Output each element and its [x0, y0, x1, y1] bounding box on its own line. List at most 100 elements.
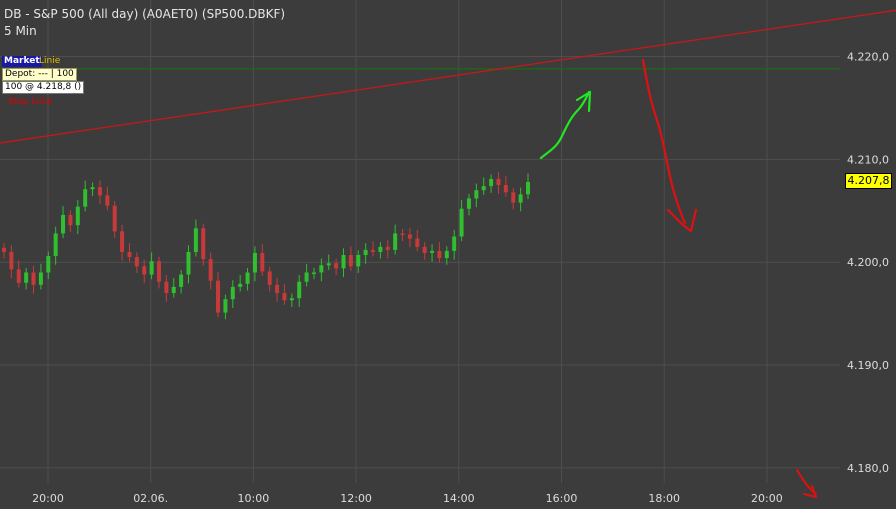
candle-body [526, 182, 530, 195]
candle-body [223, 299, 228, 313]
candle [9, 245, 14, 279]
candle-body [385, 246, 390, 250]
candle-body [68, 214, 73, 226]
candle [348, 246, 353, 271]
candle [452, 229, 457, 260]
candle [422, 242, 427, 260]
candle [186, 245, 191, 284]
candle [171, 278, 176, 298]
candle-body [90, 187, 95, 190]
candle [297, 275, 302, 307]
candle [97, 180, 102, 205]
candle-body [275, 284, 280, 294]
candle [267, 266, 272, 292]
market-order-badge[interactable]: Market [2, 56, 42, 67]
candle-body [179, 274, 184, 287]
candle [415, 229, 420, 252]
candle-body [289, 298, 294, 301]
candle-body [503, 185, 508, 193]
candle [503, 176, 508, 197]
candle-body [238, 283, 243, 287]
candle-body [304, 272, 309, 282]
drawn-annotations[interactable] [539, 58, 817, 498]
candle [142, 259, 147, 284]
candle [75, 200, 80, 234]
candle [474, 183, 479, 208]
candle-body [430, 250, 435, 253]
candle-body [400, 233, 405, 235]
candle-body [341, 255, 346, 269]
candle-body [201, 228, 206, 260]
candle [53, 226, 58, 265]
candle [393, 224, 398, 255]
candle-body [112, 205, 117, 232]
x-tick-label: 16:00 [546, 492, 578, 505]
candle [400, 228, 405, 242]
candle-body [9, 251, 14, 270]
candle [83, 180, 88, 212]
candle [275, 278, 280, 302]
candle-body [378, 246, 383, 252]
candle-body [252, 252, 257, 273]
candle-body [46, 256, 51, 273]
candle-body [282, 293, 287, 301]
trendline[interactable] [0, 9, 896, 144]
candle [430, 244, 435, 262]
candle-body [297, 281, 302, 299]
candle [304, 263, 309, 287]
y-tick-label: 4.200,0 [847, 256, 889, 269]
candle [105, 186, 110, 211]
x-tick-label: 18:00 [648, 492, 680, 505]
linie-label: Linie [39, 56, 61, 66]
candle-body [415, 238, 420, 247]
candle [437, 242, 442, 263]
candle [260, 244, 265, 277]
candle-body [120, 231, 125, 252]
candle [378, 242, 383, 259]
candle-body [518, 194, 523, 203]
stop-line-label[interactable]: Stop Linie [8, 97, 53, 107]
candle-body [444, 250, 449, 259]
candle [2, 243, 6, 259]
candle [164, 275, 169, 302]
x-tick-label: 02.06. [133, 492, 168, 505]
candle-body [193, 228, 198, 252]
candle [518, 187, 523, 212]
green-arrow-annotation[interactable] [539, 90, 592, 160]
candle [127, 243, 132, 262]
candles [2, 172, 530, 320]
candle-body [83, 189, 88, 207]
candle-body [466, 198, 471, 209]
candle [38, 263, 43, 290]
candle-body [311, 272, 316, 274]
candle [444, 246, 449, 265]
candle-body [437, 250, 442, 259]
order-label[interactable]: 100 @ 4.218,8 () [2, 81, 85, 94]
red-arrow-corner-annotation[interactable] [796, 469, 817, 498]
candle-body [407, 234, 412, 239]
candle [193, 219, 198, 257]
candle-body [489, 178, 494, 187]
candle [481, 177, 486, 195]
last-price-tag: 4.207,8 [845, 173, 892, 189]
candle [31, 265, 36, 294]
candle-body [393, 233, 398, 250]
interval-label: 5 Min [4, 24, 37, 38]
red-arrow-annotation[interactable] [641, 58, 698, 233]
depot-label[interactable]: Depot: --- | 100 [2, 68, 77, 81]
candle-body [348, 255, 353, 267]
x-tick-label: 10:00 [238, 492, 270, 505]
candle-body [97, 187, 102, 196]
candle [201, 223, 206, 266]
candle [334, 258, 339, 276]
y-axis-labels: 4.180,0 4.190,0 4.200,0 4.210,0 4.220,0 [847, 51, 889, 475]
candle-body [171, 286, 176, 294]
y-tick-label: 4.210,0 [847, 153, 889, 166]
candle [489, 174, 494, 193]
candle [496, 172, 501, 194]
candle [68, 210, 73, 232]
x-axis-labels: 20:00 02.06. 10:00 12:00 14:00 16:00 18:00 20:0… [32, 492, 783, 505]
candle [289, 293, 294, 307]
candle-body [149, 261, 154, 275]
